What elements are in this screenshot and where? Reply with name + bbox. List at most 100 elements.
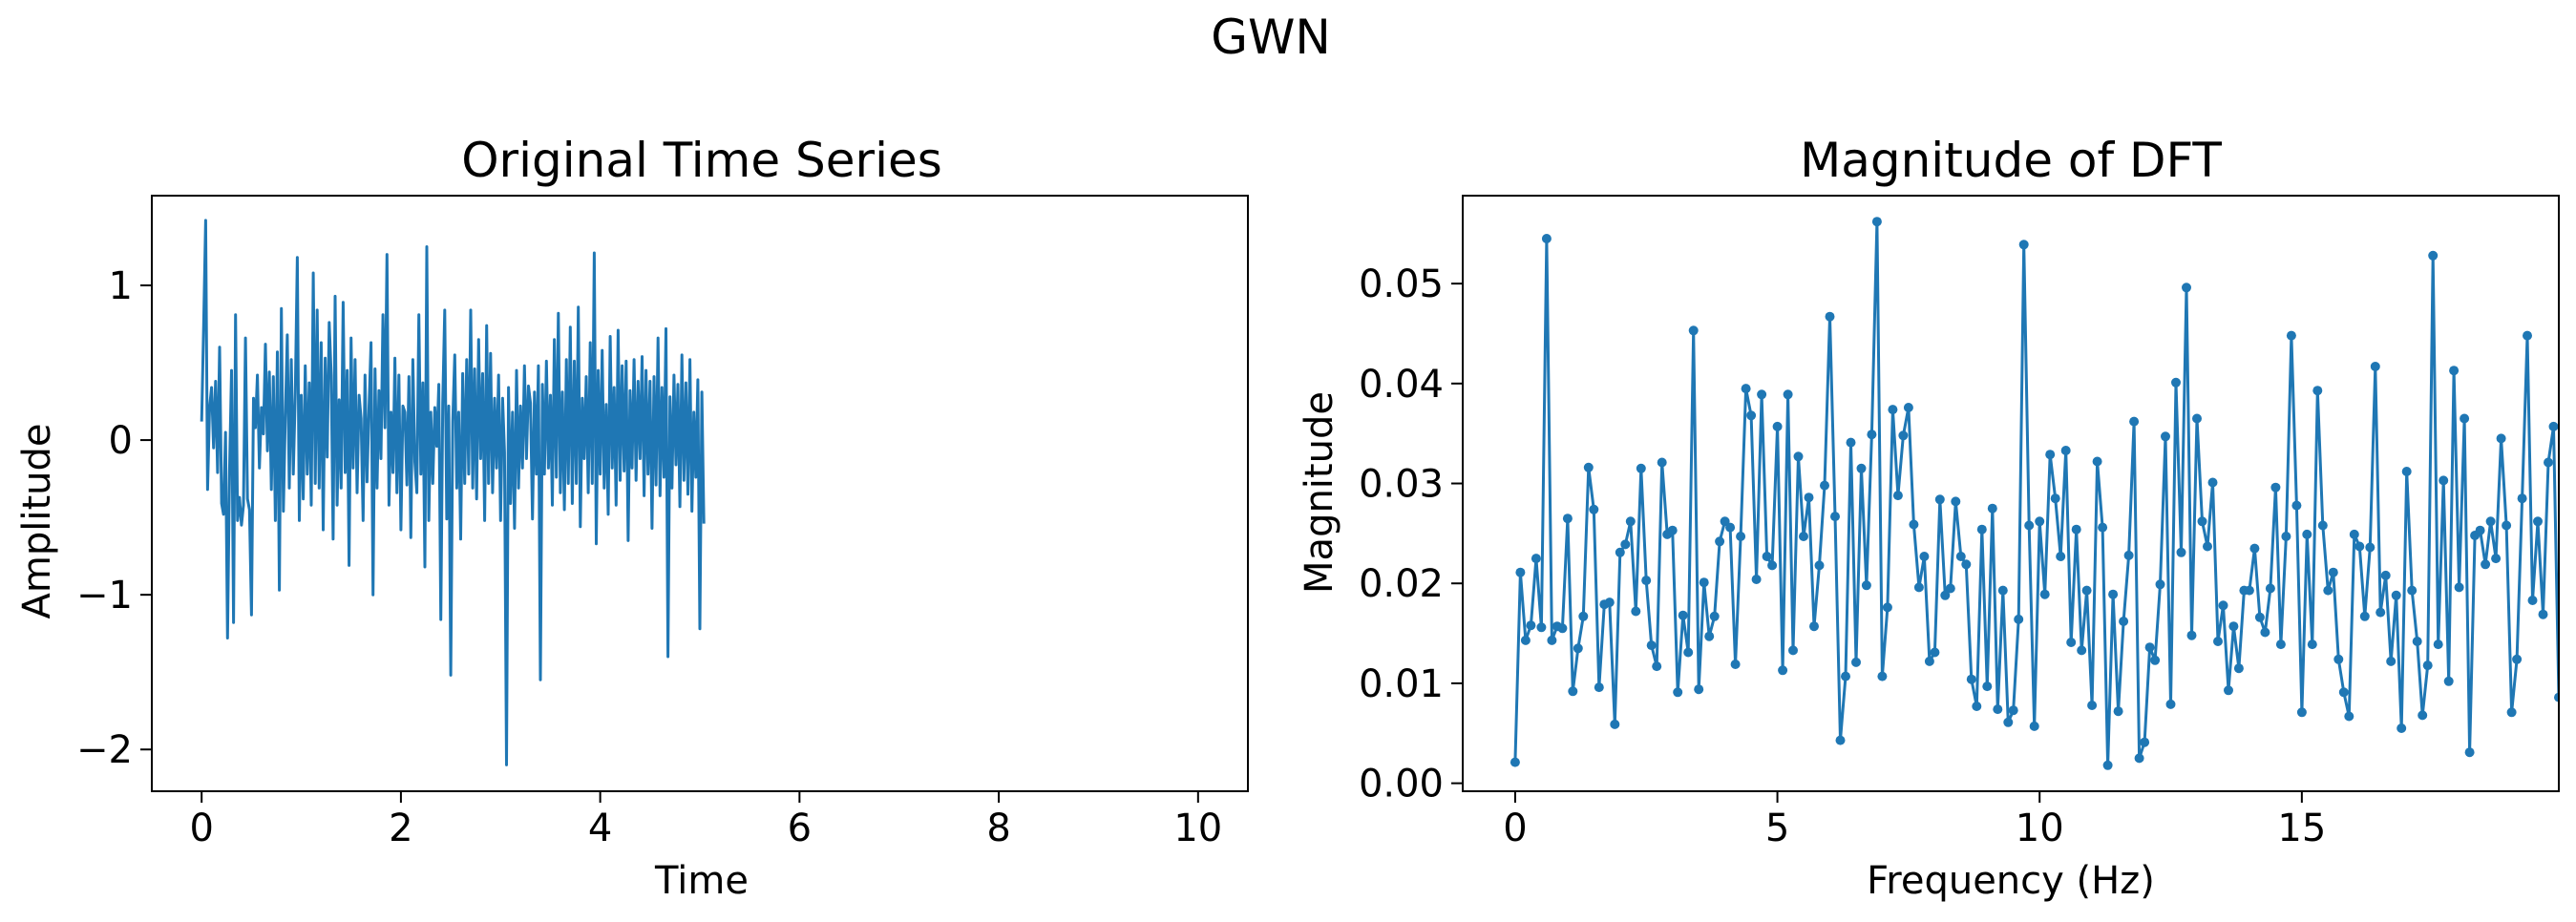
dft-xtick-label: 15 — [2277, 807, 2326, 850]
dft-data-point — [2401, 467, 2412, 476]
dft-data-point — [1940, 590, 1951, 600]
time-series-plot-area — [200, 219, 706, 766]
dft-data-point — [2412, 637, 2422, 646]
dft-data-point — [2506, 707, 2517, 718]
dft-data-point — [2359, 611, 2370, 621]
dft-data-point — [2108, 589, 2119, 599]
dft-data-point — [1930, 647, 1940, 658]
dft-data-point — [1924, 656, 1934, 666]
dft-xtick-label: 10 — [2016, 807, 2064, 850]
dft-data-point — [1809, 621, 1819, 632]
dft-data-point — [2365, 542, 2375, 553]
dft-data-point — [2150, 655, 2161, 665]
dft-data-point — [1961, 559, 1972, 570]
dft-xlabel: Frequency (Hz) — [1867, 859, 2155, 903]
dft-data-point — [2485, 516, 2496, 527]
dft-data-point — [1898, 430, 1909, 441]
dft-data-point — [1620, 539, 1631, 550]
dft-data-point — [1909, 519, 1919, 530]
time-series-series-line — [200, 219, 706, 766]
time-series-ytick-label: 1 — [109, 264, 133, 308]
dft-data-point — [2439, 475, 2449, 486]
dft-data-point — [1610, 719, 1620, 729]
dft-data-point — [2422, 660, 2433, 671]
dft-data-point — [2307, 639, 2317, 650]
dft-data-point — [2024, 520, 2035, 531]
dft-data-point — [1604, 597, 1615, 608]
dft-data-point — [1888, 405, 1898, 415]
dft-data-point — [1683, 647, 1694, 658]
dft-data-point — [2512, 654, 2523, 664]
dft-ytick-label: 0.05 — [1359, 262, 1444, 306]
dft-ytick-label: 0.03 — [1359, 463, 1444, 507]
dft-data-point — [1547, 635, 1557, 645]
dft-data-point — [2286, 330, 2296, 341]
dft-data-point — [2077, 645, 2087, 656]
dft-data-point — [1730, 660, 1741, 669]
dft-data-point — [2491, 554, 2502, 564]
dft-data-point — [1788, 645, 1798, 656]
dft-data-point — [1903, 403, 1913, 412]
dft-data-point — [2349, 529, 2359, 539]
dft-data-point — [2113, 706, 2123, 717]
dft-data-point — [2291, 500, 2302, 511]
dft-data-point — [2260, 627, 2270, 638]
dft-data-point — [2018, 240, 2029, 250]
dft-data-point — [1625, 516, 1636, 527]
dft-data-point — [1882, 602, 1892, 613]
dft-subplot: Magnitude of DFT Frequency (Hz) Magnitud… — [1298, 133, 2560, 903]
dft-data-point — [2281, 532, 2291, 541]
dft-data-point — [1757, 389, 1767, 400]
dft-data-point — [1573, 643, 1583, 654]
dft-data-point — [2014, 614, 2024, 624]
time-series-ytick-label: −2 — [76, 728, 133, 772]
dft-data-point — [1646, 640, 1657, 651]
dft-data-point — [2407, 585, 2418, 596]
dft-data-point — [2176, 547, 2186, 557]
dft-data-point — [1562, 513, 1573, 524]
dft-data-point — [1583, 462, 1594, 472]
dft-data-point — [1526, 620, 1536, 631]
dft-data-point — [1951, 496, 1961, 507]
dft-data-point — [2554, 692, 2559, 702]
dft-data-point — [2523, 330, 2532, 341]
dft-data-point — [2375, 607, 2386, 618]
dft-data-point — [1841, 671, 1850, 681]
dft-data-point — [2098, 522, 2108, 533]
dft-data-point — [2312, 386, 2323, 396]
dft-data-point — [1736, 532, 1746, 541]
dft-data-point — [2144, 642, 2155, 653]
dft-data-point — [2171, 377, 2181, 388]
dft-data-point — [2119, 617, 2129, 626]
dft-data-point — [2039, 589, 2050, 599]
dft-data-point — [1982, 681, 1993, 692]
dft-data-point — [2155, 579, 2165, 590]
dft-data-point — [2397, 723, 2407, 733]
dft-data-point — [1673, 687, 1683, 698]
dft-data-point — [2418, 710, 2428, 721]
dft-data-point — [1631, 606, 1641, 617]
dft-data-point — [1531, 554, 1541, 564]
dft-data-point — [1987, 503, 1997, 513]
dft-data-point — [2538, 609, 2548, 619]
time-series-subplot: Original Time Series Time Amplitude 0 2 4 6… — [15, 133, 1249, 903]
dft-data-point — [1641, 576, 1652, 586]
dft-data-point — [2333, 654, 2344, 664]
dft-data-point — [1856, 463, 1867, 473]
dft-data-point — [2544, 457, 2553, 468]
time-series-xtick-label: 6 — [788, 807, 812, 850]
dft-data-point — [1871, 217, 1882, 227]
dft-data-point — [2496, 433, 2506, 444]
dft-data-point — [2317, 520, 2328, 531]
dft-data-point — [2533, 516, 2543, 527]
dft-series-line — [1513, 220, 2559, 767]
dft-data-point — [2517, 493, 2527, 504]
time-series-axes-frame — [151, 195, 1249, 792]
dft-data-point — [1955, 552, 1966, 561]
dft-data-point — [1913, 582, 1924, 593]
dft-data-point — [2192, 413, 2202, 424]
dft-data-point — [1772, 421, 1783, 431]
dft-data-point — [2050, 493, 2060, 504]
dft-data-point — [1678, 610, 1688, 620]
dft-data-point — [2249, 543, 2260, 554]
